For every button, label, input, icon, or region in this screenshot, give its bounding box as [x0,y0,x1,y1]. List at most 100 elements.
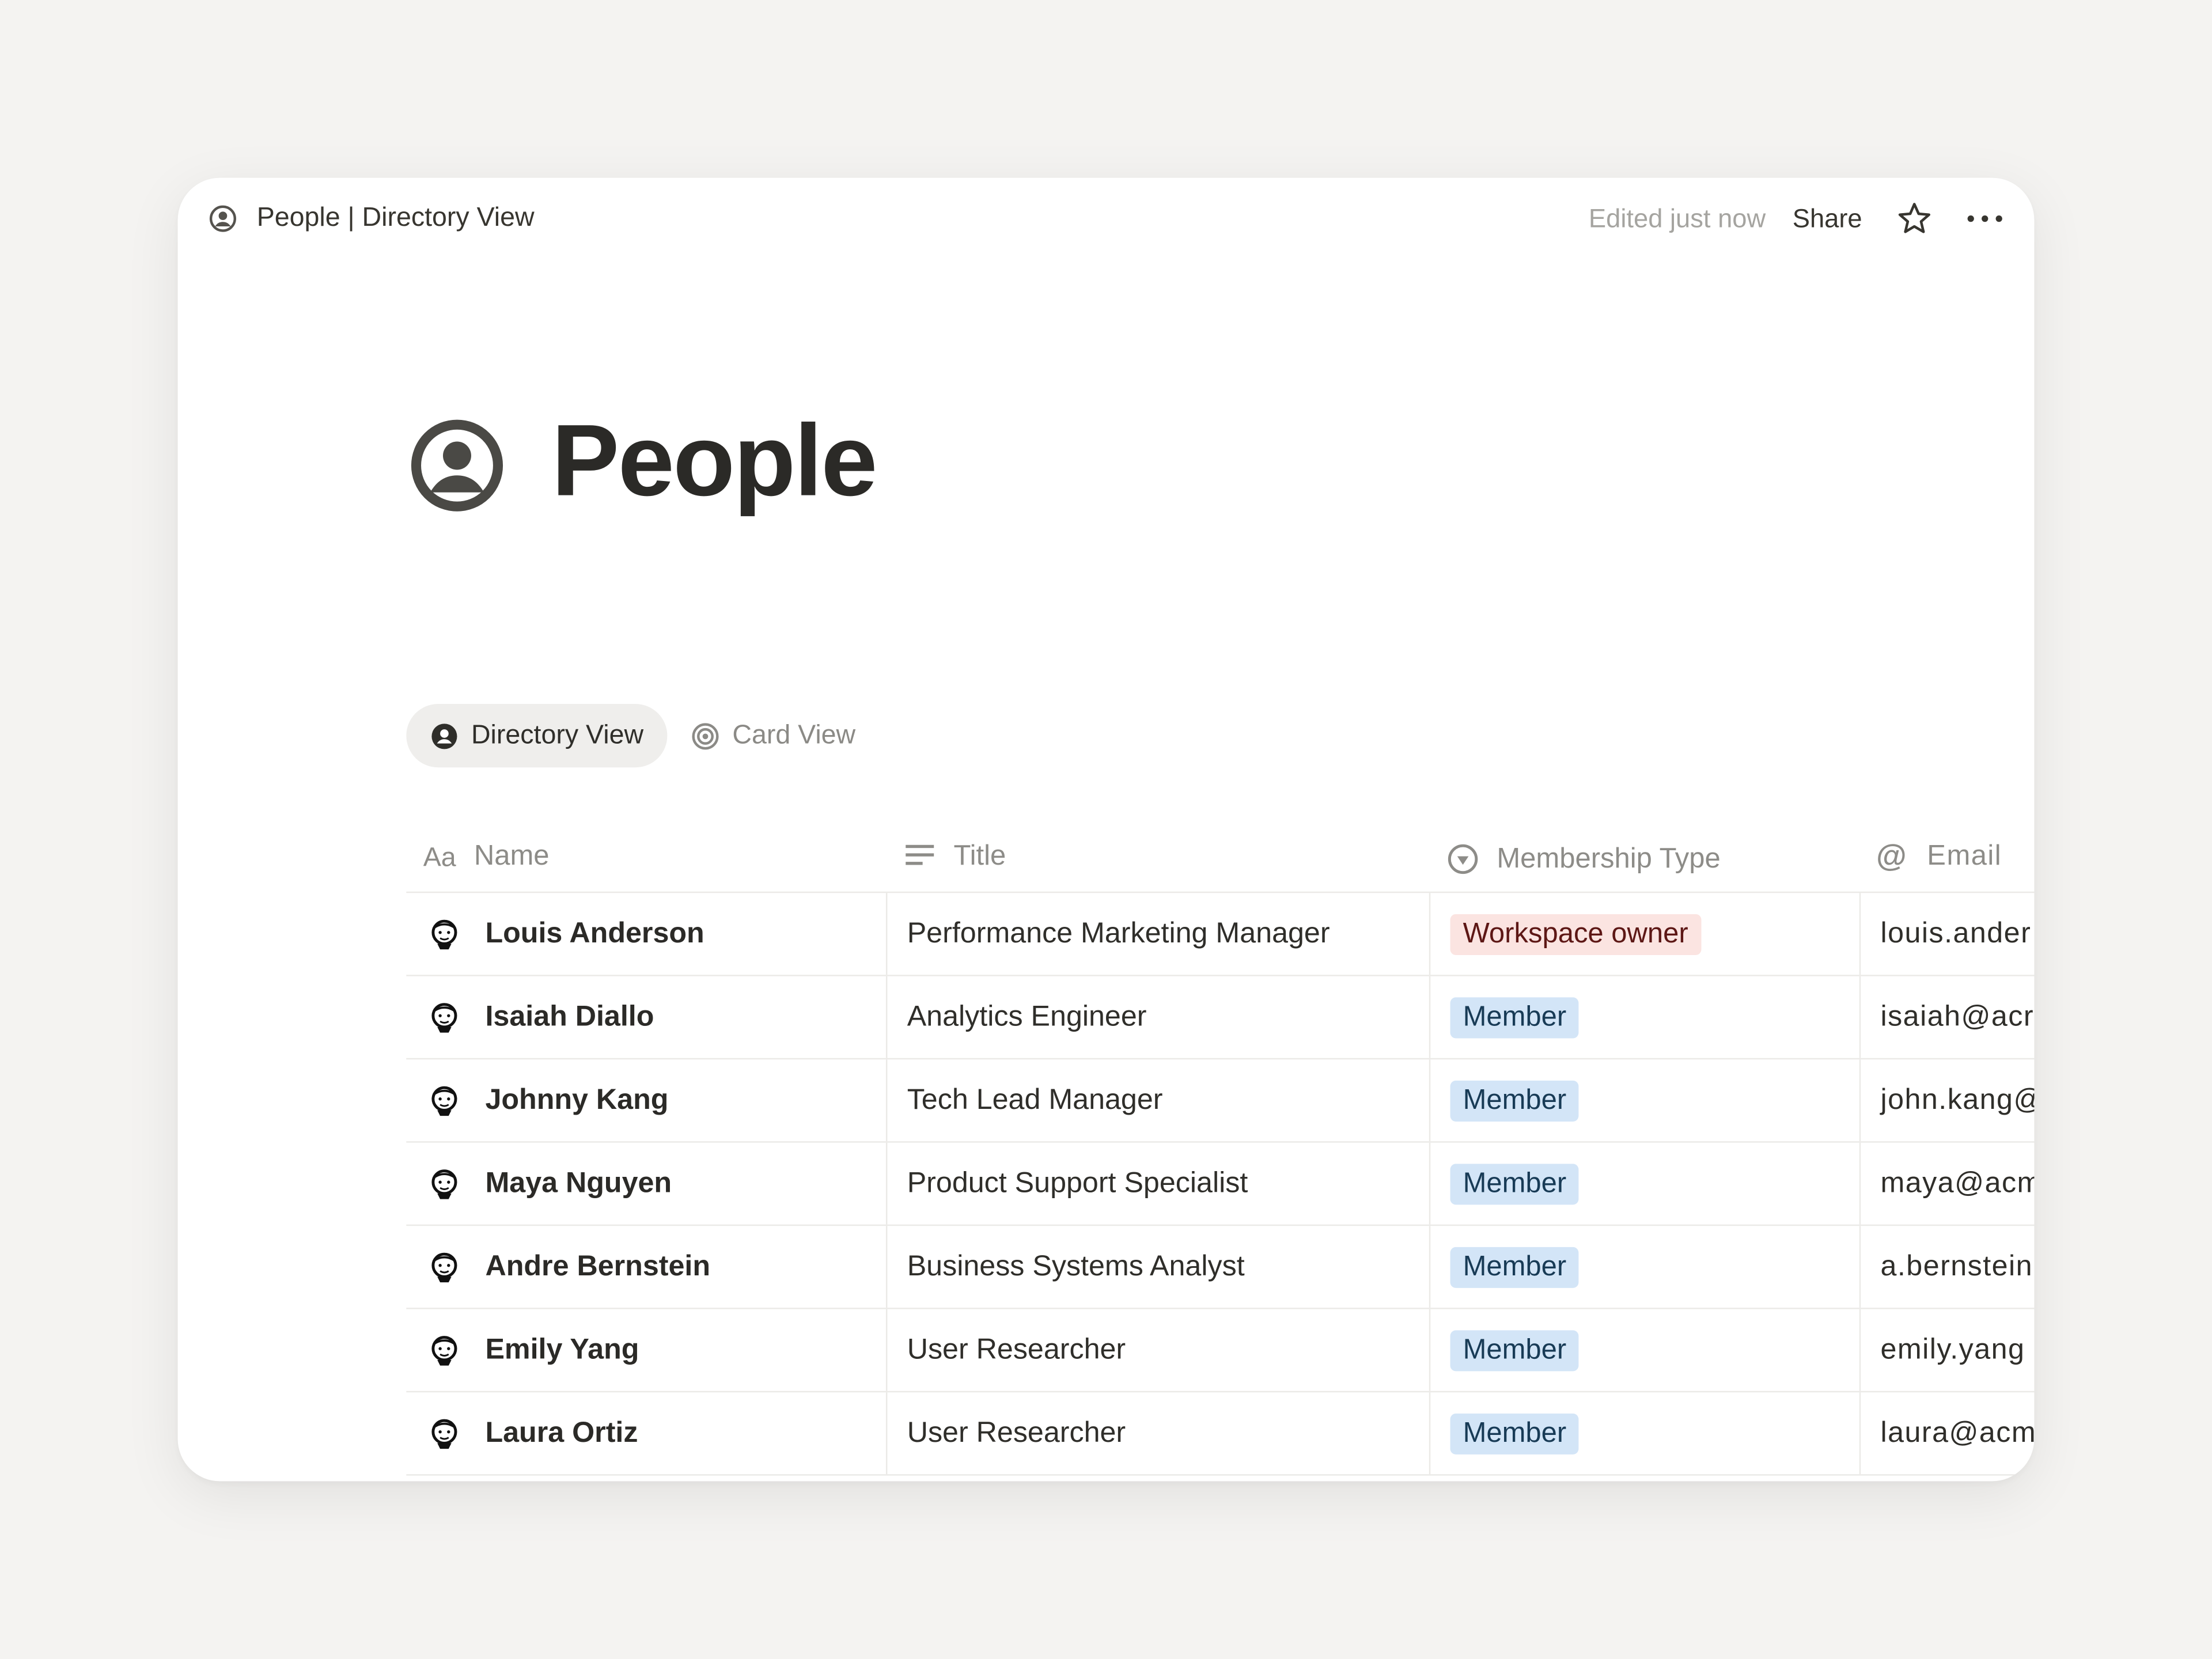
membership-cell[interactable]: Member [1429,1226,1859,1308]
text-lines-icon [906,844,934,865]
email: isaiah@acr [1880,1000,2035,1033]
person-name: Isaiah Diallo [485,1000,654,1033]
membership-cell[interactable]: Member [1429,1142,1859,1225]
email: john.kang@ [1880,1083,2035,1116]
job-title: Performance Marketing Manager [907,916,1330,950]
email: louis.ander [1880,916,2032,950]
breadcrumb[interactable]: People | Directory View [209,203,535,234]
breadcrumb-text: People | Directory View [256,203,535,233]
email-cell[interactable]: a.bernstein [1859,1226,2035,1308]
job-title: Product Support Specialist [907,1166,1248,1199]
title-cell[interactable]: User Researcher [885,1309,1429,1391]
email-cell[interactable]: emily.yang [1859,1309,2035,1391]
page-title: People [551,404,878,518]
column-header-name[interactable]: Aa Name [406,821,886,891]
person-name: Laura Ortiz [485,1416,638,1449]
title-cell[interactable]: Analytics Engineer [885,976,1429,1058]
star-icon[interactable] [1896,200,1933,237]
column-header-membership[interactable]: Membership Type [1429,821,1859,891]
share-button[interactable]: Share [1792,203,1862,233]
person-circle-icon [431,723,457,749]
membership-cell[interactable]: Member [1429,1309,1859,1391]
membership-cell[interactable]: Member [1429,1059,1859,1142]
email-cell[interactable]: louis.ander [1859,893,2035,975]
topbar: People | Directory View Edited just now … [178,178,2035,263]
membership-badge: Member [1450,1163,1580,1205]
edited-status: Edited just now [1588,203,1766,233]
text-type-icon: Aa [423,842,456,872]
name-cell[interactable]: Andre Bernstein [406,1226,886,1308]
target-icon [692,722,719,749]
person-name: Maya Nguyen [485,1166,672,1199]
avatar-icon [431,1086,457,1116]
column-header-email[interactable]: @ Email [1859,821,2035,891]
membership-badge: Member [1450,1412,1580,1454]
name-cell[interactable]: Laura Ortiz [406,1392,886,1474]
email: emily.yang [1880,1333,2025,1366]
table-row[interactable]: Johnny Kang Tech Lead Manager Member joh… [406,1059,2035,1143]
table-row[interactable]: Maya Nguyen Product Support Specialist M… [406,1142,2035,1226]
person-name: Emily Yang [485,1333,639,1366]
email: a.bernstein [1880,1249,2033,1283]
avatar-icon [431,919,457,950]
title-cell[interactable]: Performance Marketing Manager [885,893,1429,975]
membership-cell[interactable]: Member [1429,1392,1859,1475]
table-row[interactable]: Andre Bernstein Business Systems Analyst… [406,1226,2035,1309]
avatar-icon [431,1419,457,1449]
table-header: Aa Name Title Membership Type @ Email [406,821,2035,893]
person-circle-icon [209,205,236,232]
membership-badge: Member [1450,1330,1580,1371]
avatar-icon [431,1336,457,1366]
title-cell[interactable]: User Researcher [885,1392,1429,1475]
title-cell[interactable]: Tech Lead Manager [885,1059,1429,1142]
table-row[interactable]: Isaiah Diallo Analytics Engineer Member … [406,976,2035,1060]
table-row[interactable]: Emily Yang User Researcher Member emily.… [406,1309,2035,1393]
column-label: Email [1927,840,2002,872]
person-name: Louis Anderson [485,916,704,950]
page-window: People | Directory View Edited just now … [177,177,2035,1482]
tab-label: Directory View [471,720,644,750]
avatar-icon [431,1003,457,1033]
email-cell[interactable]: isaiah@acr [1859,976,2035,1058]
job-title: Business Systems Analyst [907,1249,1245,1283]
name-cell[interactable]: Maya Nguyen [406,1143,886,1225]
email-cell[interactable]: john.kang@ [1859,1059,2035,1142]
tab-card-view[interactable]: Card View [668,704,880,767]
name-cell[interactable]: Emily Yang [406,1309,886,1391]
membership-cell[interactable]: Workspace owner [1429,893,1859,975]
tab-directory-view[interactable]: Directory View [406,704,668,768]
membership-cell[interactable]: Member [1429,976,1859,1058]
name-cell[interactable]: Johnny Kang [406,1059,886,1141]
email-cell[interactable]: laura@acm [1859,1392,2035,1475]
title-cell[interactable]: Business Systems Analyst [885,1226,1429,1308]
table-row[interactable]: Laura Ortiz User Researcher Member laura… [406,1392,2035,1476]
membership-badge: Workspace owner [1450,913,1701,955]
job-title: Tech Lead Manager [907,1083,1163,1116]
more-options-icon[interactable] [1967,211,2003,225]
email: laura@acm [1880,1416,2035,1449]
column-label: Membership Type [1497,843,1721,874]
job-title: Analytics Engineer [907,1000,1147,1033]
people-table: Aa Name Title Membership Type @ Email Lo… [406,821,2035,1476]
membership-badge: Member [1450,1080,1580,1121]
email-cell[interactable]: maya@acm [1859,1142,2034,1225]
column-label: Name [474,840,550,872]
column-header-title[interactable]: Title [886,821,1429,891]
tab-label: Card View [732,720,856,750]
title-cell[interactable]: Product Support Specialist [885,1142,1429,1225]
table-row[interactable]: Louis Anderson Performance Marketing Man… [406,893,2035,976]
person-name: Andre Bernstein [485,1249,711,1283]
at-sign-icon: @ [1876,839,1907,873]
svg-text:Aa: Aa [423,842,456,872]
person-name: Johnny Kang [485,1083,669,1116]
membership-badge: Member [1450,997,1580,1038]
person-circle-icon[interactable] [409,418,505,514]
job-title: User Researcher [907,1416,1126,1449]
view-tabs: Directory View Card View [406,704,880,768]
name-cell[interactable]: Louis Anderson [406,893,886,975]
column-label: Title [953,840,1006,872]
avatar-icon [431,1169,457,1199]
avatar-icon [431,1252,457,1283]
svg-text:@: @ [1876,839,1907,873]
name-cell[interactable]: Isaiah Diallo [406,976,886,1058]
